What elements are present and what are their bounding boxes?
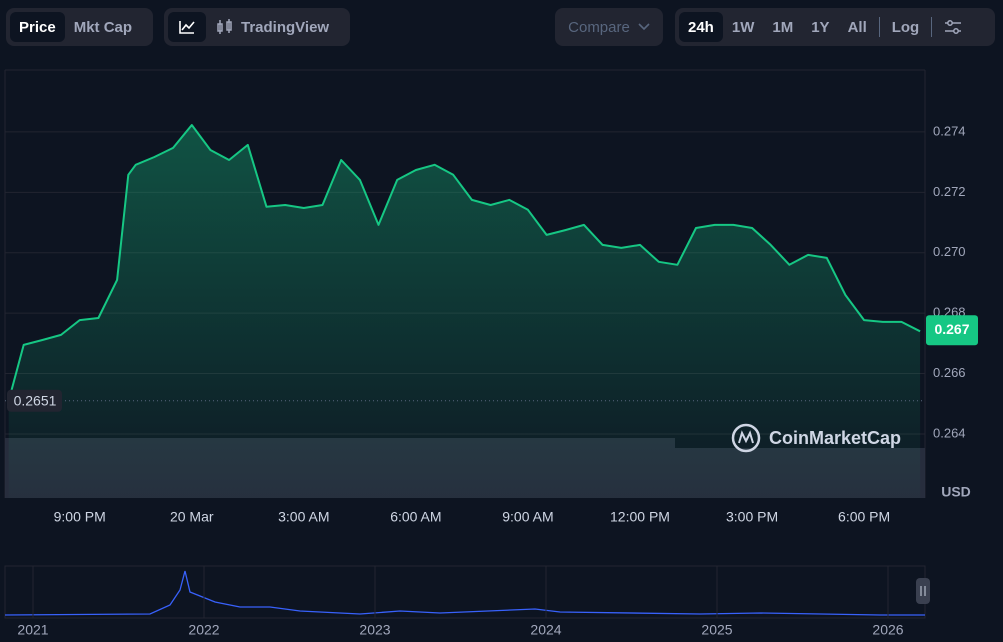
year-label: 2024 [530, 622, 561, 638]
y-tick-label: 0.266 [933, 365, 966, 380]
candle-icon [217, 19, 232, 34]
settings-button[interactable] [935, 12, 971, 42]
x-tick-label: 3:00 AM [278, 509, 329, 525]
watermark: CoinMarketCap [731, 423, 901, 453]
navigator [4, 565, 930, 619]
currency-label: USD [941, 484, 971, 500]
x-tick-label: 6:00 PM [838, 509, 890, 525]
range-button[interactable]: 1M [772, 18, 794, 36]
price-area [8, 125, 921, 498]
y-tick-label: 0.274 [933, 123, 966, 138]
log-button[interactable]: Log [891, 18, 920, 36]
range-button[interactable]: 1W [731, 18, 755, 36]
watermark-text: CoinMarketCap [769, 428, 901, 448]
y-tick-label: 0.270 [933, 244, 966, 259]
year-label: 2026 [872, 622, 903, 638]
year-label: 2021 [17, 622, 48, 638]
start-price-label: 0.2651 [14, 392, 57, 408]
year-label: 2022 [188, 622, 219, 638]
year-label: 2025 [701, 622, 732, 638]
y-tick-label: 0.268 [933, 305, 966, 320]
compare-dropdown[interactable]: Compare [555, 8, 663, 46]
x-tick-label: 9:00 PM [54, 509, 106, 525]
y-tick-label: 0.272 [933, 184, 966, 199]
line-chart-button[interactable] [168, 12, 206, 42]
x-tick-label: 9:00 AM [502, 509, 553, 525]
tradingview-button[interactable]: TradingView [206, 12, 338, 42]
y-tick-label: 0.264 [933, 425, 966, 440]
range-button[interactable]: 1Y [811, 18, 830, 36]
line-icon [179, 21, 195, 34]
chevron [638, 23, 650, 31]
settings-icon [945, 20, 962, 34]
compare-label: Compare [568, 18, 630, 36]
separator [931, 17, 933, 37]
x-tick-label: 12:00 PM [610, 509, 670, 525]
range-button[interactable]: 24h [679, 12, 723, 42]
price-button[interactable]: Price [10, 12, 65, 42]
chart-style-toggle: TradingView [164, 8, 350, 46]
current-price-box [926, 315, 978, 346]
range-toggle: 24h 1W 1M 1Y All Log [675, 8, 995, 46]
type-toggle: Price Mkt Cap [6, 8, 153, 46]
tradingview-label: TradingView [241, 18, 330, 36]
x-tick-label: 20 Mar [170, 509, 214, 525]
separator [878, 17, 880, 37]
price-line [7, 124, 921, 401]
mkt-cap-button[interactable]: Mkt Cap [73, 18, 133, 36]
start-price-box [7, 389, 62, 412]
volume-bars [5, 438, 925, 498]
current-price-label: 0.267 [934, 321, 969, 337]
year-label: 2023 [359, 622, 390, 638]
range-button[interactable]: All [847, 18, 867, 36]
x-tick-label: 3:00 PM [726, 509, 778, 525]
x-tick-label: 6:00 AM [390, 509, 441, 525]
